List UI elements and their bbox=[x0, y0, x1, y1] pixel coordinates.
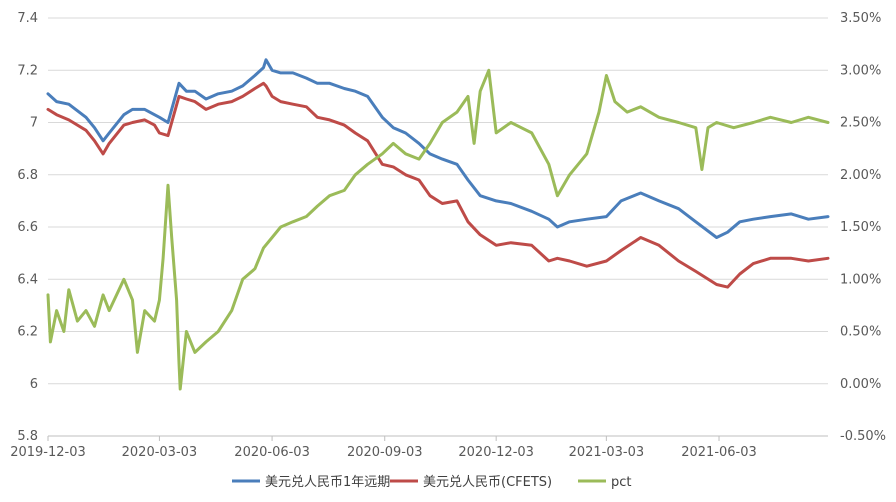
y-right-tick-label: 0.00% bbox=[840, 377, 881, 392]
x-tick-label: 2021-03-03 bbox=[569, 445, 645, 460]
y-left-tick-label: 6.6 bbox=[17, 220, 38, 235]
y-left-tick-label: 7.4 bbox=[17, 11, 38, 26]
y-left-tick-label: 7 bbox=[30, 116, 38, 131]
y-axis-left: 5.8 6 6.2 6.4 6.6 6.8 7 7.2 7.4 bbox=[17, 11, 38, 444]
y-right-tick-label: 1.00% bbox=[840, 272, 881, 287]
y-right-tick-label: -0.50% bbox=[840, 429, 886, 444]
y-right-tick-label: 3.00% bbox=[840, 63, 881, 78]
y-left-tick-label: 6 bbox=[30, 377, 38, 392]
y-right-tick-label: 3.50% bbox=[840, 11, 881, 26]
x-tick-label: 2021-06-03 bbox=[681, 445, 757, 460]
series-lines bbox=[46, 58, 830, 391]
series-line-2 bbox=[46, 81, 830, 289]
legend-label-3: pct bbox=[611, 475, 632, 490]
x-axis: 2019-12-03 2020-03-03 2020-06-03 2020-09-03… bbox=[10, 435, 828, 460]
y-left-tick-label: 6.4 bbox=[17, 272, 38, 287]
y-left-tick-label: 7.2 bbox=[17, 63, 38, 78]
y-right-tick-label: 2.50% bbox=[840, 116, 881, 131]
x-tick-label: 2020-03-03 bbox=[122, 445, 198, 460]
x-tick-label: 2020-06-03 bbox=[234, 445, 310, 460]
x-tick-label: 2020-12-03 bbox=[458, 445, 534, 460]
x-tick-label: 2019-12-03 bbox=[10, 445, 86, 460]
x-tick-label: 2020-09-03 bbox=[347, 445, 423, 460]
y-left-tick-label: 6.8 bbox=[17, 168, 38, 183]
y-right-tick-label: 1.50% bbox=[840, 220, 881, 235]
y-right-tick-label: 0.50% bbox=[840, 325, 881, 340]
legend-label-2: 美元兑人民币(CFETS) bbox=[423, 475, 552, 490]
y-left-tick-label: 5.8 bbox=[17, 429, 38, 444]
series-line-3 bbox=[46, 68, 830, 391]
y-axis-right: -0.50% 0.00% 0.50% 1.00% 1.50% 2.00% 2.50% 3.00… bbox=[840, 11, 886, 444]
series-line-1 bbox=[46, 58, 830, 239]
legend: 美元兑人民币1年远期 美元兑人民币(CFETS) pct bbox=[232, 475, 632, 490]
y-right-tick-label: 2.00% bbox=[840, 168, 881, 183]
legend-label-1: 美元兑人民币1年远期 bbox=[265, 475, 390, 490]
y-left-tick-label: 6.2 bbox=[17, 325, 38, 340]
